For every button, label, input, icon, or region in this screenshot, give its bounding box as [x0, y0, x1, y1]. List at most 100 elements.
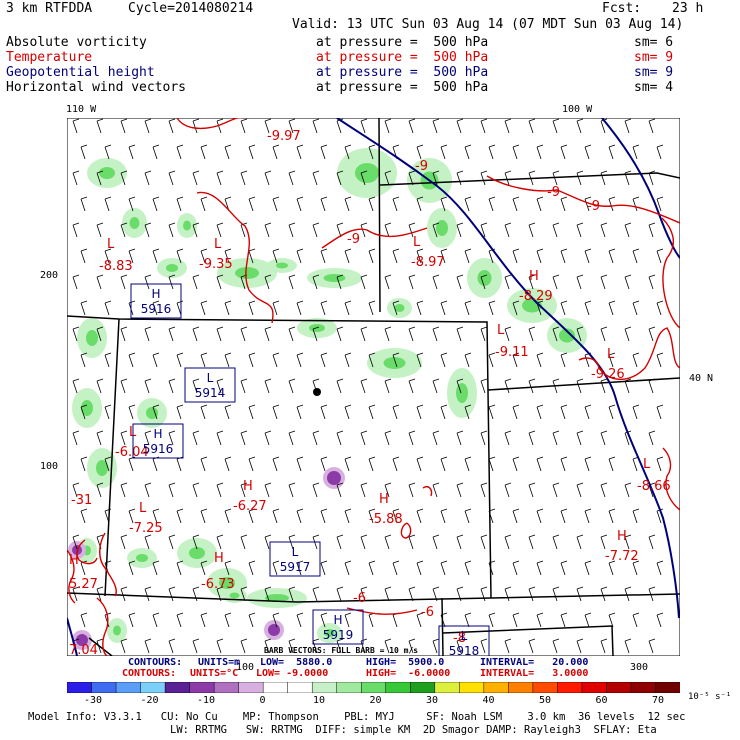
- wind-barb: [200, 144, 208, 160]
- wind-barb: [216, 482, 224, 498]
- wind-barb: [624, 326, 632, 342]
- wind-barb: [600, 534, 608, 550]
- wind-barb: [408, 638, 416, 654]
- wind-barb: [336, 326, 344, 342]
- forecast-label: Fcst:: [602, 1, 642, 16]
- height-extremum: L: [207, 371, 214, 385]
- temperature-contour-line: [96, 597, 109, 656]
- wind-barb: [608, 456, 616, 472]
- forecast-hour: 23 h: [672, 1, 704, 16]
- wind-barb: [584, 612, 592, 628]
- wind-barb: [336, 534, 344, 550]
- wind-barb: [608, 404, 616, 420]
- wind-barb: [576, 534, 584, 550]
- wind-barb: [336, 430, 344, 446]
- wind-barb: [464, 144, 472, 160]
- temperature-label: 7.04: [69, 643, 98, 656]
- wind-barb: [528, 222, 536, 238]
- wind-barb: [120, 170, 128, 186]
- wind-barb: [240, 170, 248, 186]
- vorticity-core: [324, 629, 335, 637]
- wind-barb: [152, 196, 160, 212]
- border-line: [487, 377, 680, 391]
- wind-barb: [632, 560, 640, 576]
- wind-barb: [504, 482, 512, 498]
- wind-barb: [152, 612, 160, 628]
- wind-barb: [528, 534, 536, 550]
- temperature-contour-line: [400, 522, 412, 539]
- wind-barb: [392, 300, 400, 316]
- wind-barb: [384, 378, 392, 394]
- wind-barb: [192, 586, 200, 602]
- wind-barb: [360, 170, 368, 186]
- wind-barb: [264, 378, 272, 394]
- wind-barb: [632, 508, 640, 524]
- wind-barb: [216, 378, 224, 394]
- wind-barb: [144, 326, 152, 342]
- height-value: 5919: [323, 628, 354, 642]
- wind-barb: [128, 612, 136, 628]
- model-info-line-1: Model Info: V3.3.1 CU: No Cu MP: Thompso…: [28, 711, 686, 723]
- wind-barb: [152, 144, 160, 160]
- wind-barb: [560, 248, 568, 264]
- model-title: 3 km RTFDDA: [6, 1, 93, 16]
- wind-barb: [240, 482, 248, 498]
- map-frame: [67, 118, 680, 656]
- field-smoothing: sm= 9: [634, 50, 674, 65]
- wind-barb: [296, 300, 304, 316]
- weather-map: -9.97 L -8.83 L -9.35 -9 -9 -9 -9 L -8.97 H -8.29 L -9…: [67, 118, 680, 656]
- wind-barb: [416, 144, 424, 160]
- wind-barb: [408, 222, 416, 238]
- wind-barb: [168, 586, 176, 602]
- wind-barb: [248, 144, 256, 160]
- temperature-label: L: [643, 457, 651, 472]
- vorticity-core: [265, 594, 289, 602]
- wind-barb: [80, 352, 88, 368]
- wind-barb: [216, 326, 224, 342]
- wind-barb: [600, 638, 608, 654]
- temperature-label: -9: [547, 185, 560, 200]
- wind-barb: [152, 404, 160, 420]
- temperature-label: -9: [347, 232, 360, 247]
- wind-barb: [248, 560, 256, 576]
- wind-barb: [264, 586, 272, 602]
- temperature-label: H: [69, 553, 79, 568]
- wind-barb: [344, 352, 352, 368]
- temperature-label: H: [214, 551, 224, 566]
- wind-barb: [552, 378, 560, 394]
- wind-barb: [552, 222, 560, 238]
- wind-barb: [120, 430, 128, 446]
- wind-barb: [224, 508, 232, 524]
- wind-barb: [392, 352, 400, 368]
- wind-barb: [264, 222, 272, 238]
- wind-barb: [216, 430, 224, 446]
- wind-barb: [72, 118, 80, 134]
- wind-barb: [224, 352, 232, 368]
- wind-barb: [552, 430, 560, 446]
- wind-barb: [456, 378, 464, 394]
- wind-barb: [552, 586, 560, 602]
- colorbar-swatch: [385, 682, 412, 693]
- wind-barb: [320, 560, 328, 576]
- model-info-line-2: LW: RRTMG SW: RRTMG DIFF: simple KM 2D S…: [170, 724, 657, 736]
- contour-interval-height: INTERVAL= 20.000: [480, 657, 589, 668]
- temperature-label: -8: [453, 631, 466, 646]
- wind-barb: [528, 430, 536, 446]
- wind-barb: [144, 118, 152, 134]
- wind-barb: [600, 222, 608, 238]
- state-borders: [67, 118, 680, 656]
- wind-barb: [480, 274, 488, 290]
- wind-barb: [536, 248, 544, 264]
- wind-barb: [560, 456, 568, 472]
- wind-barb: [384, 222, 392, 238]
- wind-barb: [288, 378, 296, 394]
- height-value: 5916: [141, 302, 172, 316]
- wind-barb: [104, 612, 112, 628]
- colorbar-tick-label: 10: [312, 695, 326, 706]
- wind-barb: [368, 144, 376, 160]
- temperature-label: -9: [587, 199, 600, 214]
- wind-barb: [552, 482, 560, 498]
- field-level: at pressure = 500 hPa: [316, 35, 489, 50]
- wind-barb: [392, 456, 400, 472]
